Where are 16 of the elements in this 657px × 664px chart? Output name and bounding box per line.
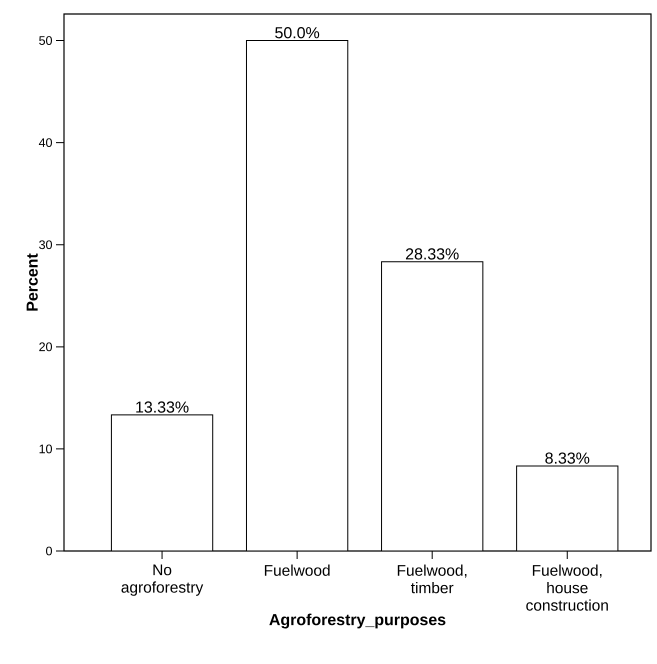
x-tick-label: Fuelwood, timber [398,564,466,594]
y-tick-label: 0 [46,546,52,556]
y-tick-label: 40 [38,138,52,148]
x-axis-title: Agroforestry_purposes [269,614,446,628]
data-label: 13.33% [136,401,189,413]
x-tick-label: No agroforestry [122,564,204,596]
x-tick-label: Fuelwood [264,564,330,576]
y-tick-label: 30 [39,240,52,250]
y-tick-label: 10 [40,444,52,454]
y-axis-title: Percent [26,253,38,311]
data-label: 8.33% [545,452,590,464]
data-label: 28.33% [406,248,459,260]
data-label: 50.0% [275,27,320,38]
x-tick-label: Fuelwood, house construction [526,564,608,611]
y-tick-label: 20 [39,342,52,352]
y-tick-label: 50 [39,36,52,45]
